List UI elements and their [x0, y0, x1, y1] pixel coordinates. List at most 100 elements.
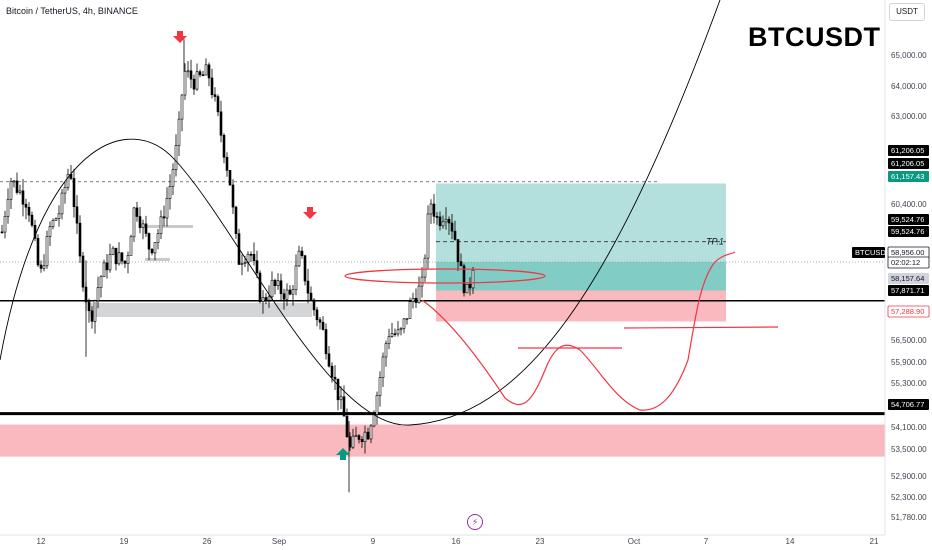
- candle-body: [57, 213, 61, 219]
- candle-body: [54, 218, 58, 221]
- candle-body: [297, 250, 301, 267]
- candle-body: [378, 377, 382, 396]
- candle-body: [27, 206, 31, 216]
- candle-body: [384, 343, 388, 358]
- candle-body: [372, 414, 376, 427]
- candle-body: [261, 297, 265, 303]
- price-label: 58,157.64: [891, 274, 924, 283]
- candle-body: [321, 321, 325, 330]
- candle-body: [471, 269, 475, 289]
- candle-body: [15, 180, 19, 193]
- candle-body: [423, 257, 427, 278]
- candle-body: [336, 378, 340, 401]
- candle-body: [153, 242, 157, 254]
- candle-body: [468, 283, 472, 289]
- currency-button[interactable]: USDT: [889, 3, 925, 21]
- candle-body: [123, 260, 127, 264]
- candle-body: [6, 198, 10, 217]
- candle-body: [306, 280, 310, 294]
- candle-body: [363, 431, 367, 443]
- price-label-box: [888, 158, 929, 169]
- candle-body: [45, 236, 49, 267]
- y-tick-label: 56,500.00: [891, 336, 927, 345]
- gray-zone-small: [145, 225, 193, 228]
- candle-body: [432, 203, 436, 217]
- candle-body: [189, 70, 193, 80]
- candle-body: [417, 285, 421, 303]
- candle-body: [234, 206, 238, 234]
- candle-body: [144, 223, 148, 234]
- candle-body: [441, 221, 445, 227]
- x-tick-label: 26: [203, 537, 212, 546]
- candle-body: [78, 222, 82, 257]
- y-tick-label: 60,400.00: [891, 200, 927, 209]
- candle-body: [264, 297, 268, 301]
- tp-label: TP.1: [706, 237, 724, 247]
- candle-body: [294, 265, 298, 290]
- candle-body: [291, 289, 295, 295]
- candle-body: [354, 435, 358, 437]
- candle-body: [24, 203, 28, 208]
- candle-body: [351, 435, 355, 448]
- candle-body: [411, 298, 415, 302]
- candle-body: [366, 431, 370, 440]
- candle-body: [426, 213, 430, 259]
- candle-body: [150, 248, 154, 254]
- candle-body: [156, 233, 160, 243]
- candle-body: [33, 224, 37, 239]
- candle-body: [456, 239, 460, 262]
- candle-body: [183, 71, 187, 96]
- candle-body: [99, 276, 103, 288]
- candle-body: [162, 216, 166, 219]
- tradingview-logo-icon[interactable]: ⚡: [467, 514, 483, 530]
- price-label-box: [888, 171, 929, 182]
- candle-body: [360, 439, 364, 443]
- cycle-curve: [0, 0, 721, 426]
- y-tick-label: 55,900.00: [891, 358, 927, 367]
- candle-body: [219, 111, 223, 136]
- candle-body: [369, 425, 373, 440]
- candle-body: [414, 298, 418, 303]
- candle-body: [135, 207, 139, 217]
- candle-body: [459, 261, 463, 267]
- candle-body: [117, 252, 121, 265]
- candle-body: [252, 254, 256, 261]
- candle-body: [402, 318, 406, 329]
- x-tick-label: 19: [120, 537, 129, 546]
- candle-body: [390, 333, 394, 337]
- candle-body: [399, 328, 403, 331]
- down-arrow-icon: [173, 31, 187, 43]
- candle-body: [213, 94, 217, 97]
- candle-body: [438, 216, 442, 227]
- candle-body: [450, 222, 454, 232]
- candle-body: [309, 292, 313, 301]
- candle-body: [465, 283, 469, 294]
- candle-body: [186, 70, 190, 73]
- candle-body: [447, 219, 451, 224]
- candle-body: [288, 289, 292, 295]
- candle-body: [165, 198, 169, 219]
- candle-body: [318, 319, 322, 323]
- price-label: 59,524.76: [891, 227, 924, 236]
- x-tick-label: 23: [536, 537, 545, 546]
- zone-demand: [0, 424, 885, 457]
- candle-body: [132, 207, 136, 238]
- candle-body: [333, 376, 337, 380]
- candle-body: [345, 415, 349, 438]
- candle-body: [9, 181, 13, 200]
- candle-body: [105, 262, 109, 271]
- candle-body: [429, 203, 433, 215]
- price-label: 58,956.00: [891, 248, 924, 257]
- candle-body: [315, 309, 319, 321]
- candle-body: [207, 64, 211, 79]
- y-tick-label: 52,900.00: [891, 472, 927, 481]
- candle-body: [303, 255, 307, 282]
- candle-body: [168, 185, 172, 199]
- candle-body: [30, 214, 34, 226]
- candle-body: [339, 396, 343, 401]
- candle-body: [66, 173, 70, 188]
- price-label: BTCUSDT: [855, 248, 891, 257]
- candle-body: [147, 233, 151, 250]
- candle-body: [195, 71, 199, 90]
